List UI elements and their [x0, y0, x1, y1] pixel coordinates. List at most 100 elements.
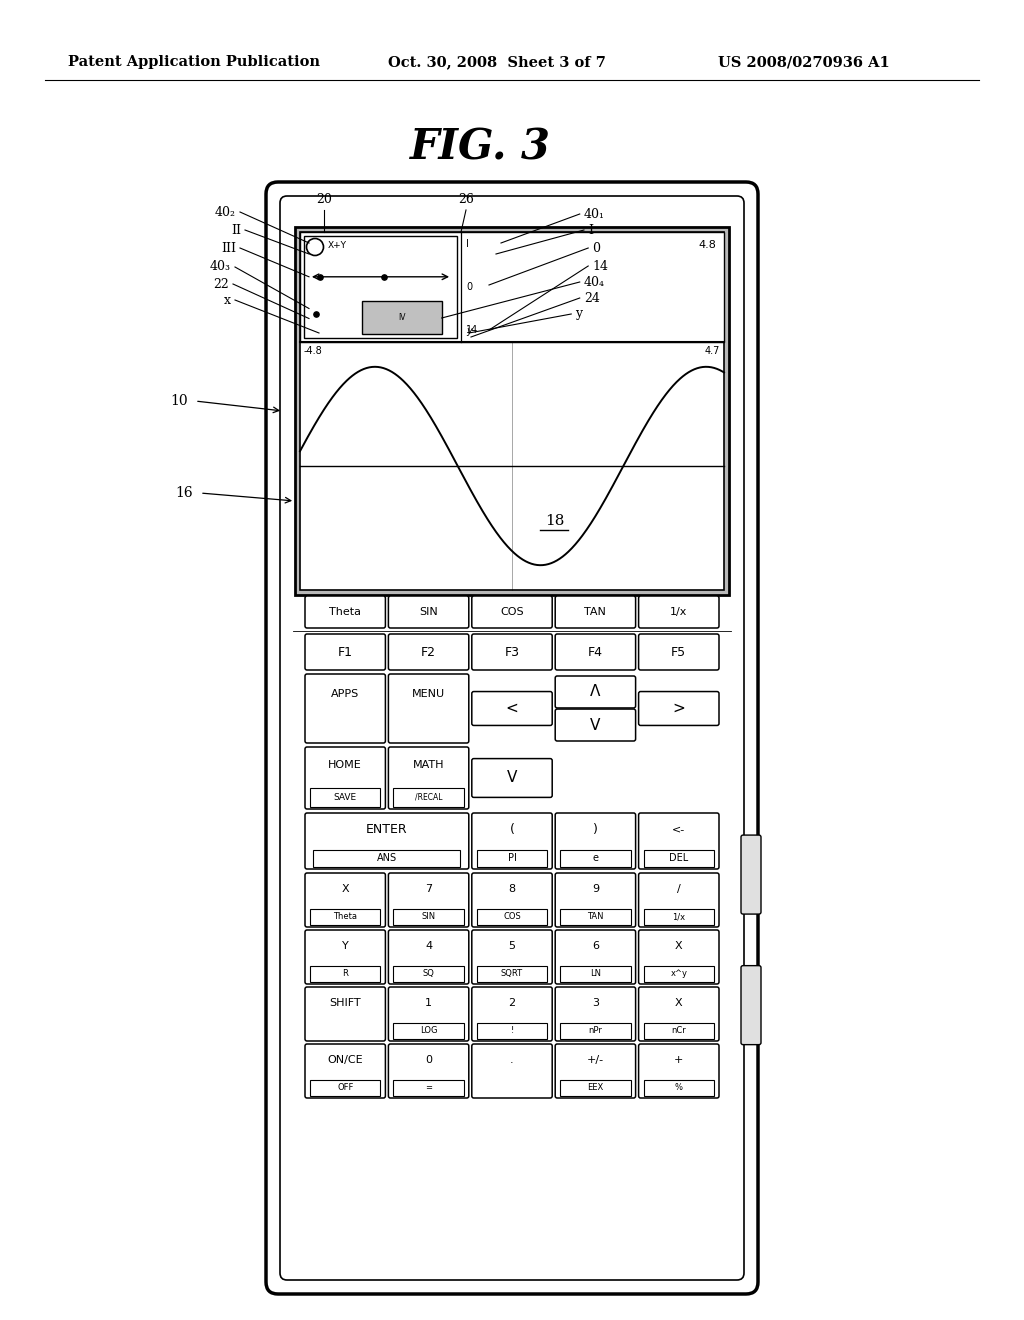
Polygon shape	[560, 850, 631, 867]
Text: >: >	[673, 701, 685, 715]
FancyBboxPatch shape	[305, 987, 385, 1041]
FancyBboxPatch shape	[555, 676, 636, 708]
Text: PI: PI	[508, 854, 516, 863]
FancyBboxPatch shape	[639, 931, 719, 983]
Polygon shape	[560, 1080, 631, 1096]
Text: 8: 8	[509, 884, 515, 894]
Text: ON/CE: ON/CE	[328, 1055, 364, 1065]
FancyBboxPatch shape	[388, 931, 469, 983]
Polygon shape	[310, 788, 380, 807]
FancyBboxPatch shape	[639, 692, 719, 726]
Text: SAVE: SAVE	[334, 793, 356, 803]
Text: I: I	[588, 223, 593, 236]
Text: 40₂: 40₂	[215, 206, 236, 219]
Text: x^y: x^y	[671, 969, 687, 978]
FancyBboxPatch shape	[305, 675, 385, 743]
FancyBboxPatch shape	[305, 873, 385, 927]
FancyBboxPatch shape	[305, 931, 385, 983]
Polygon shape	[477, 1023, 547, 1039]
FancyBboxPatch shape	[472, 759, 552, 797]
Text: =: =	[425, 1084, 432, 1092]
Text: X: X	[341, 884, 349, 894]
Polygon shape	[310, 908, 380, 925]
Text: MATH: MATH	[413, 760, 444, 771]
Text: 18: 18	[545, 513, 564, 528]
FancyBboxPatch shape	[639, 813, 719, 869]
FancyBboxPatch shape	[639, 1044, 719, 1098]
Text: X+Y: X+Y	[328, 240, 347, 249]
Polygon shape	[560, 965, 631, 982]
FancyBboxPatch shape	[472, 634, 552, 671]
Text: LN: LN	[590, 969, 601, 978]
FancyBboxPatch shape	[741, 836, 761, 913]
Text: Theta: Theta	[333, 912, 357, 921]
Text: COS: COS	[503, 912, 521, 921]
FancyBboxPatch shape	[388, 597, 469, 628]
FancyBboxPatch shape	[639, 873, 719, 927]
Text: 2: 2	[509, 998, 515, 1008]
FancyBboxPatch shape	[555, 987, 636, 1041]
Polygon shape	[644, 1023, 714, 1039]
Text: TAN: TAN	[587, 912, 604, 921]
Text: OFF: OFF	[337, 1084, 353, 1092]
FancyBboxPatch shape	[388, 987, 469, 1041]
Text: 6: 6	[592, 941, 599, 950]
Text: 0: 0	[425, 1055, 432, 1065]
Text: SIN: SIN	[419, 607, 438, 616]
Text: F5: F5	[672, 645, 686, 659]
Text: 4: 4	[425, 941, 432, 950]
Text: 10: 10	[170, 393, 188, 408]
Polygon shape	[644, 1080, 714, 1096]
Text: US 2008/0270936 A1: US 2008/0270936 A1	[718, 55, 890, 69]
FancyBboxPatch shape	[639, 597, 719, 628]
Text: nCr: nCr	[672, 1026, 686, 1035]
FancyBboxPatch shape	[388, 873, 469, 927]
Text: 3: 3	[592, 998, 599, 1008]
Text: (: (	[510, 824, 514, 836]
Polygon shape	[477, 908, 547, 925]
FancyBboxPatch shape	[305, 634, 385, 671]
Text: F1: F1	[338, 645, 352, 659]
Polygon shape	[393, 1080, 464, 1096]
Text: Patent Application Publication: Patent Application Publication	[68, 55, 319, 69]
Text: e: e	[593, 854, 598, 863]
Text: SIN: SIN	[422, 912, 435, 921]
Text: 24: 24	[584, 292, 600, 305]
Text: 4.8: 4.8	[698, 240, 716, 249]
Polygon shape	[310, 1080, 380, 1096]
Polygon shape	[310, 965, 380, 982]
Text: /: /	[677, 884, 681, 894]
Text: 0: 0	[592, 242, 600, 255]
Polygon shape	[560, 908, 631, 925]
Text: /RECAL: /RECAL	[415, 793, 442, 803]
Text: Oct. 30, 2008  Sheet 3 of 7: Oct. 30, 2008 Sheet 3 of 7	[388, 55, 606, 69]
FancyBboxPatch shape	[555, 1044, 636, 1098]
FancyBboxPatch shape	[555, 931, 636, 983]
FancyBboxPatch shape	[305, 813, 469, 869]
Text: V: V	[590, 718, 601, 733]
FancyBboxPatch shape	[472, 987, 552, 1041]
Text: SQRT: SQRT	[501, 969, 523, 978]
Text: Y: Y	[342, 941, 348, 950]
Polygon shape	[560, 1023, 631, 1039]
Text: SHIFT: SHIFT	[330, 998, 361, 1008]
Text: COS: COS	[500, 607, 524, 616]
FancyBboxPatch shape	[741, 966, 761, 1044]
Text: .: .	[510, 1055, 514, 1065]
Text: LOG: LOG	[420, 1026, 437, 1035]
Text: 40₃: 40₃	[210, 260, 231, 273]
FancyBboxPatch shape	[472, 597, 552, 628]
Text: <-: <-	[672, 825, 685, 834]
Text: III: III	[221, 242, 236, 255]
Text: FIG. 3: FIG. 3	[410, 127, 551, 169]
Text: 1/x: 1/x	[672, 912, 685, 921]
Polygon shape	[477, 850, 547, 867]
Text: MENU: MENU	[412, 689, 445, 700]
Text: V: V	[507, 771, 517, 785]
Text: F4: F4	[588, 645, 603, 659]
FancyBboxPatch shape	[305, 597, 385, 628]
Polygon shape	[393, 908, 464, 925]
Text: SQ: SQ	[423, 969, 434, 978]
Text: X: X	[675, 998, 683, 1008]
Text: DEL: DEL	[669, 854, 688, 863]
